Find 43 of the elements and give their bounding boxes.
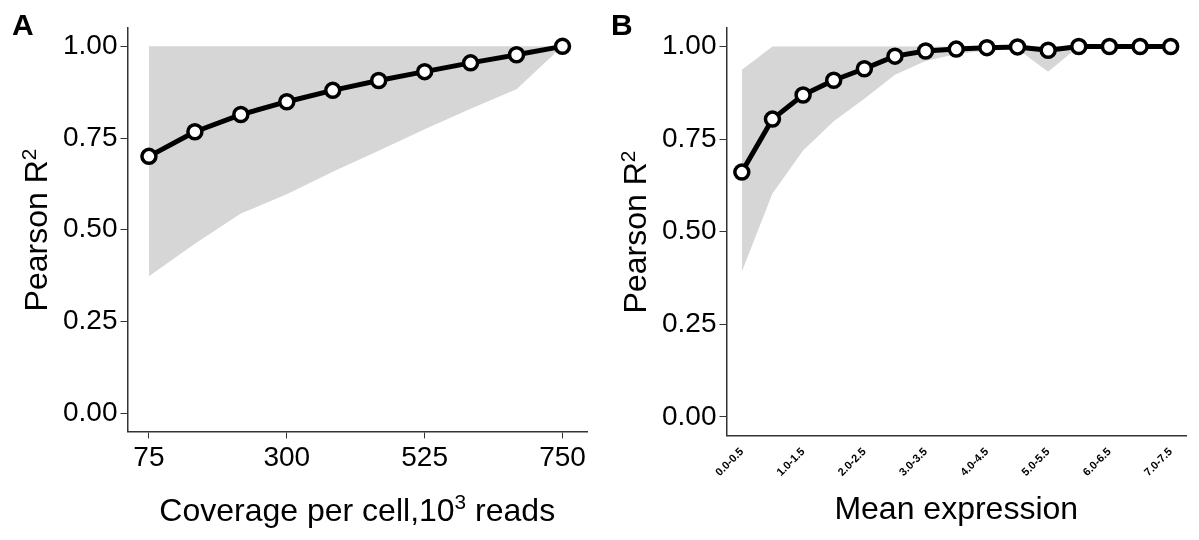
point — [916, 42, 935, 60]
x-axis-title: Coverage per cell,10$^{3}$ reads — [159, 490, 556, 529]
x-axis-title: Mean expression — [834, 490, 1079, 527]
point — [947, 40, 965, 58]
y-tick-label: 0.25 — [63, 304, 118, 336]
y-tick-label: 0.00 — [63, 395, 118, 427]
point — [794, 86, 812, 104]
y-tick-label: 0.50 — [662, 214, 717, 246]
point — [1070, 37, 1088, 56]
point — [855, 60, 874, 78]
x-tick-label: 300 — [263, 440, 311, 472]
point — [733, 163, 751, 181]
point — [1039, 41, 1057, 59]
point — [232, 105, 250, 124]
point — [415, 62, 434, 81]
y-tick-label: 1.00 — [63, 29, 118, 61]
y-tick-label: 0.75 — [662, 121, 717, 153]
point — [323, 81, 342, 100]
y-tick-label: 0.00 — [662, 399, 717, 431]
point — [1161, 37, 1180, 56]
point — [507, 46, 526, 64]
point — [1008, 38, 1027, 56]
chart-title: A — [12, 8, 34, 42]
point — [978, 38, 996, 57]
x-tick-label: 525 — [401, 440, 448, 472]
point — [824, 71, 843, 89]
y-tick-label: 1.00 — [662, 29, 717, 61]
point — [886, 47, 904, 65]
point — [186, 123, 204, 141]
point — [461, 54, 480, 72]
point — [369, 71, 388, 90]
point — [553, 37, 572, 56]
point — [278, 92, 296, 111]
x-tick-label: 750 — [539, 440, 586, 472]
y-tick-label: 0.50 — [63, 212, 118, 244]
x-tick-label: 75 — [133, 440, 165, 472]
chart-title: B — [611, 8, 633, 42]
point — [1100, 37, 1119, 56]
point — [1131, 37, 1149, 56]
point — [140, 147, 158, 166]
point — [763, 110, 782, 128]
y-tick-label: 0.75 — [63, 120, 118, 152]
y-tick-label: 0.25 — [662, 307, 717, 339]
